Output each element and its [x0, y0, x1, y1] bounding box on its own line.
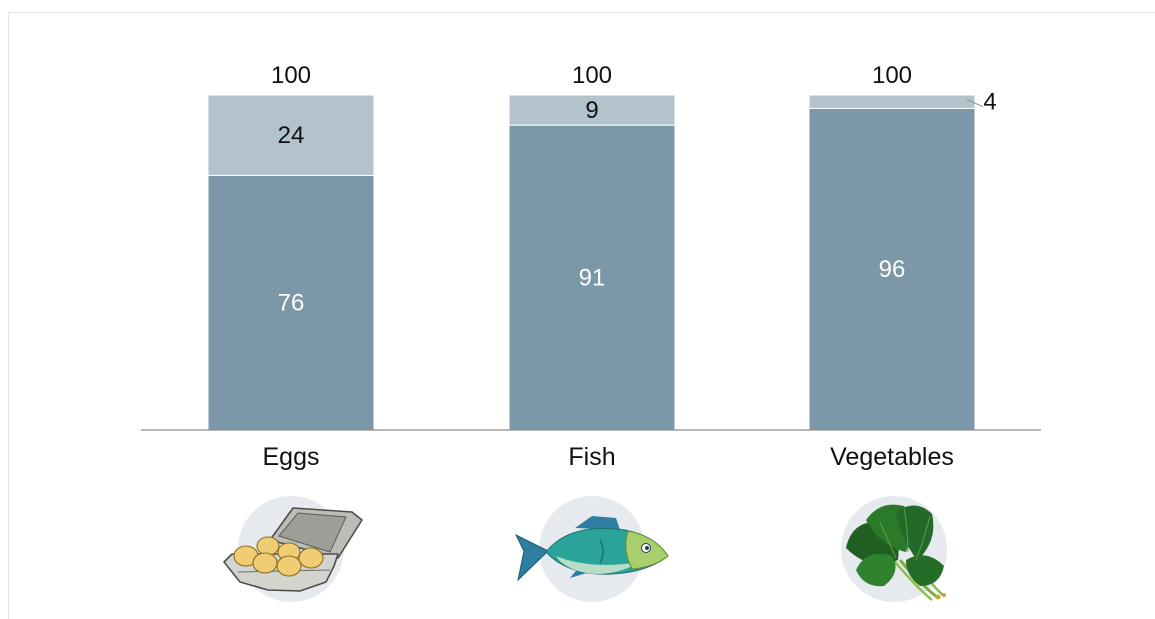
data-label-eggs-segment-0: 76 [278, 290, 305, 317]
egg-carton-icon [223, 496, 363, 602]
bar-eggs-segment-1 [207, 94, 375, 176]
chart-frame [8, 12, 1155, 619]
category-label-fish: Fish [568, 443, 615, 471]
data-label-vegetables-segment-0: 96 [879, 256, 906, 283]
category-label-vegetables: Vegetables [830, 443, 954, 471]
fish-icon [514, 496, 669, 602]
category-label-eggs: Eggs [263, 443, 320, 471]
data-label-fish-segment-0: 91 [579, 265, 606, 292]
total-label-fish: 100 [572, 62, 612, 89]
total-label-eggs: 100 [271, 62, 311, 89]
data-label-fish-segment-1: 9 [585, 97, 598, 124]
data-label-eggs-segment-1: 24 [278, 122, 305, 149]
bar-vegetables-segment-1 [808, 94, 976, 109]
total-label-vegetables: 100 [872, 62, 912, 89]
bar-eggs-segment-0 [207, 174, 375, 431]
bar-fish-segment-0 [508, 124, 676, 431]
leader-line-vegetables [966, 99, 984, 108]
spinach-icon [841, 496, 947, 602]
data-label-vegetables-segment-1: 4 [983, 89, 996, 116]
bar-fish-segment-1 [508, 94, 676, 126]
